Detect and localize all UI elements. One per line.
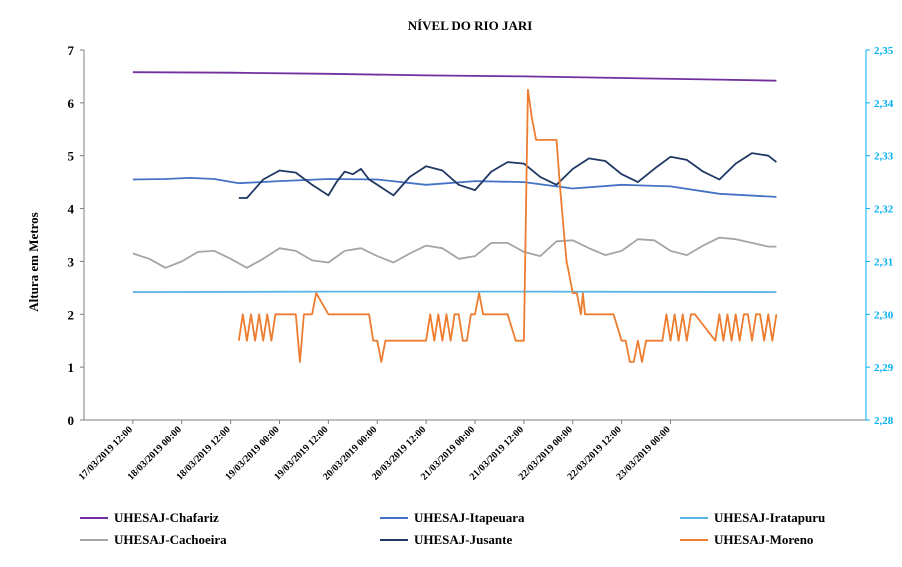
y-tick-label: 6 (68, 96, 75, 111)
legend-label: UHESAJ-Itapeuara (414, 510, 525, 525)
legend-label: UHESAJ-Cachoeira (114, 532, 227, 547)
legend-swatch (380, 539, 408, 541)
y2-tick-label: 2,35 (874, 45, 894, 57)
legend-swatch (680, 539, 708, 541)
y2-tick-label: 2,32 (874, 204, 894, 216)
legend: UHESAJ-Chafariz UHESAJ-Itapeuara UHESAJ-Ir… (80, 510, 880, 554)
y2-tick-label: 2,31 (874, 256, 893, 268)
legend-item: UHESAJ-Jusante (380, 532, 512, 548)
legend-item: UHESAJ-Iratapuru (680, 510, 825, 526)
y-tick-label: 0 (68, 413, 75, 428)
y2-tick-label: 2,29 (874, 362, 894, 374)
legend-item: UHESAJ-Moreno (680, 532, 813, 548)
series-jusante-line (238, 152, 777, 199)
legend-label: UHESAJ-Chafariz (114, 510, 219, 525)
chart-title: NÍVEL DO RIO JARI (408, 18, 533, 33)
series-cachoeira-line (132, 236, 777, 269)
y-tick-label: 3 (68, 254, 75, 269)
series-moreno-line (237, 88, 778, 363)
series-iratapuru-line (132, 290, 777, 294)
y-tick-label: 7 (68, 43, 75, 58)
legend-swatch (680, 517, 708, 519)
legend-item: UHESAJ-Itapeuara (380, 510, 525, 526)
y-tick-label: 5 (68, 149, 75, 164)
legend-label: UHESAJ-Moreno (714, 532, 814, 547)
plot-area: 0 1 2 3 4 5 6 7 2,28 2,29 2,30 2,31 2,32 2,33 2,34 2,35… (68, 43, 894, 483)
legend-swatch (80, 517, 108, 519)
legend-label: UHESAJ-Jusante (414, 532, 513, 547)
y2-tick-label: 2,33 (874, 151, 894, 163)
y-tick-label: 2 (68, 307, 75, 322)
y-tick-label: 4 (68, 202, 75, 217)
series-chafariz-line (132, 71, 777, 82)
y2-tick-label: 2,34 (874, 98, 894, 110)
x-tick-label: 23/03/2019 00:00 (614, 424, 672, 482)
y-axis-label: Altura em Metros (26, 212, 41, 311)
y2-tick-label: 2,28 (874, 415, 894, 427)
legend-label: UHESAJ-Iratapuru (714, 510, 826, 525)
legend-swatch (380, 517, 408, 519)
y2-tick-label: 2,30 (874, 309, 894, 321)
legend-item: UHESAJ-Cachoeira (80, 532, 227, 548)
y-tick-label: 1 (68, 360, 75, 375)
legend-item: UHESAJ-Chafariz (80, 510, 219, 526)
legend-swatch (80, 539, 108, 541)
series-itapeuara-line (132, 176, 777, 198)
